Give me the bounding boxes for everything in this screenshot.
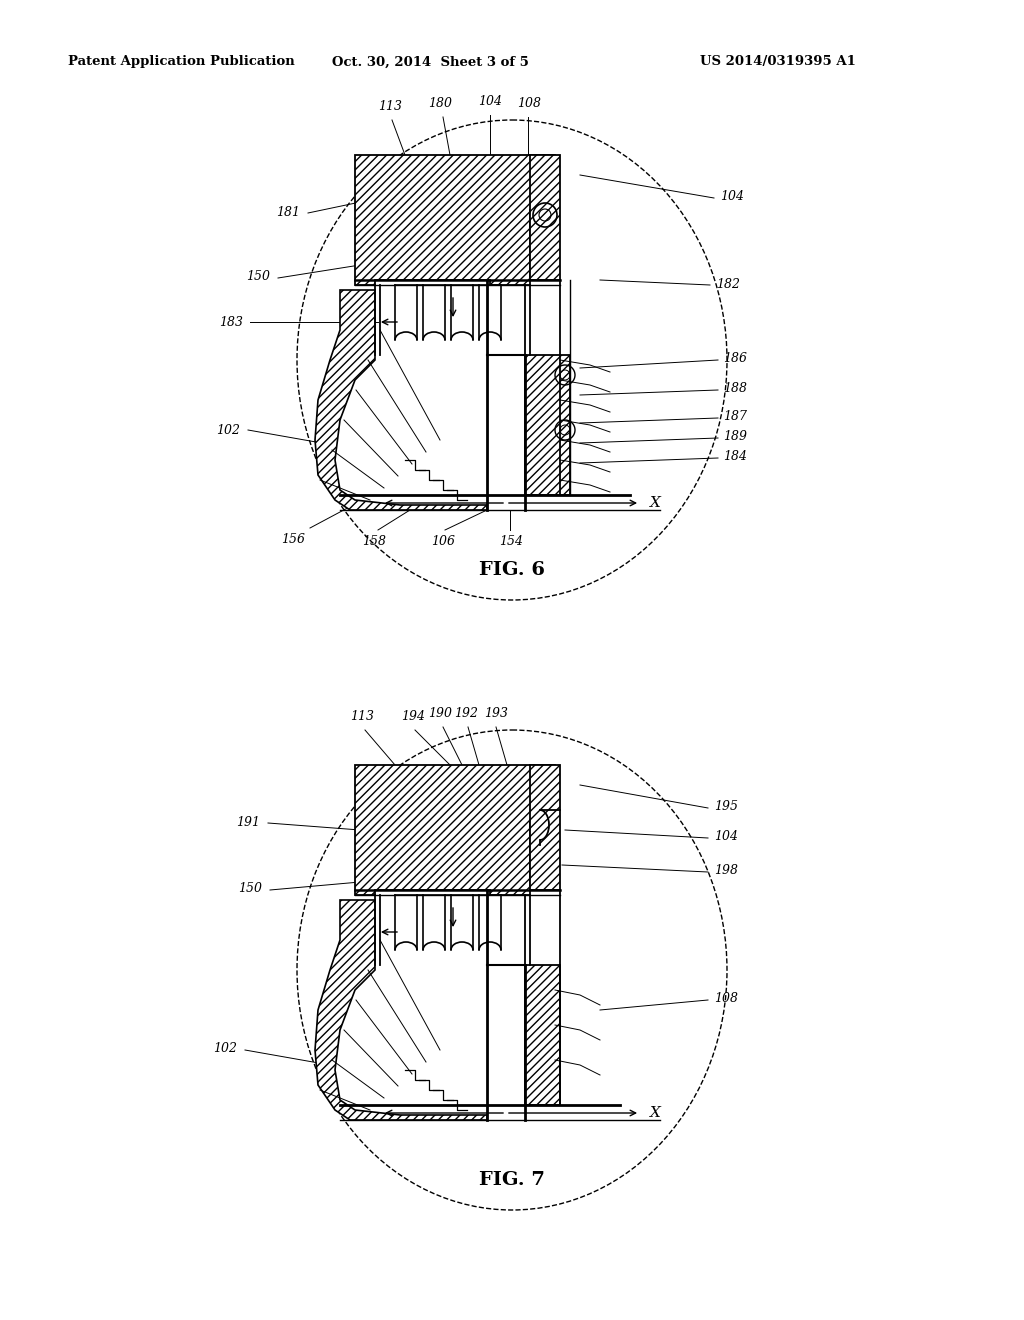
- Text: 180: 180: [428, 96, 452, 110]
- Text: 102: 102: [213, 1043, 237, 1056]
- Text: 108: 108: [714, 993, 738, 1006]
- Text: US 2014/0319395 A1: US 2014/0319395 A1: [700, 55, 856, 69]
- Text: 181: 181: [276, 206, 300, 219]
- Text: 104: 104: [714, 830, 738, 843]
- Text: 113: 113: [378, 100, 402, 114]
- Polygon shape: [315, 900, 487, 1119]
- Text: 150: 150: [246, 271, 270, 284]
- Text: 191: 191: [236, 816, 260, 829]
- Text: 156: 156: [281, 533, 305, 546]
- Text: FIG. 6: FIG. 6: [479, 561, 545, 579]
- Text: 187: 187: [723, 411, 746, 424]
- Text: X: X: [649, 1106, 660, 1119]
- Text: FIG. 7: FIG. 7: [479, 1171, 545, 1189]
- Text: 150: 150: [238, 883, 262, 895]
- Text: 194: 194: [401, 710, 425, 723]
- Polygon shape: [525, 355, 570, 495]
- Text: 184: 184: [723, 450, 746, 463]
- Text: 183: 183: [219, 315, 243, 329]
- Text: 192: 192: [454, 708, 478, 719]
- Text: 102: 102: [216, 424, 240, 437]
- Text: Patent Application Publication: Patent Application Publication: [68, 55, 295, 69]
- Text: 113: 113: [350, 710, 374, 723]
- Text: 158: 158: [362, 535, 386, 548]
- Text: 190: 190: [428, 708, 452, 719]
- Text: 106: 106: [431, 535, 455, 548]
- Text: 198: 198: [714, 865, 738, 878]
- Polygon shape: [355, 766, 555, 895]
- Text: 108: 108: [517, 96, 541, 110]
- Text: 182: 182: [716, 277, 740, 290]
- Text: 193: 193: [484, 708, 508, 719]
- Text: 104: 104: [720, 190, 744, 202]
- Polygon shape: [530, 154, 560, 280]
- Text: 154: 154: [499, 535, 523, 548]
- Text: 189: 189: [723, 430, 746, 444]
- Text: X: X: [649, 496, 660, 510]
- Text: 195: 195: [714, 800, 738, 813]
- Text: Oct. 30, 2014  Sheet 3 of 5: Oct. 30, 2014 Sheet 3 of 5: [332, 55, 528, 69]
- Polygon shape: [315, 290, 487, 510]
- Text: 104: 104: [478, 95, 502, 108]
- Text: 186: 186: [723, 352, 746, 366]
- Polygon shape: [355, 154, 555, 285]
- Text: 188: 188: [723, 383, 746, 396]
- Polygon shape: [525, 965, 560, 1105]
- Polygon shape: [530, 766, 560, 890]
